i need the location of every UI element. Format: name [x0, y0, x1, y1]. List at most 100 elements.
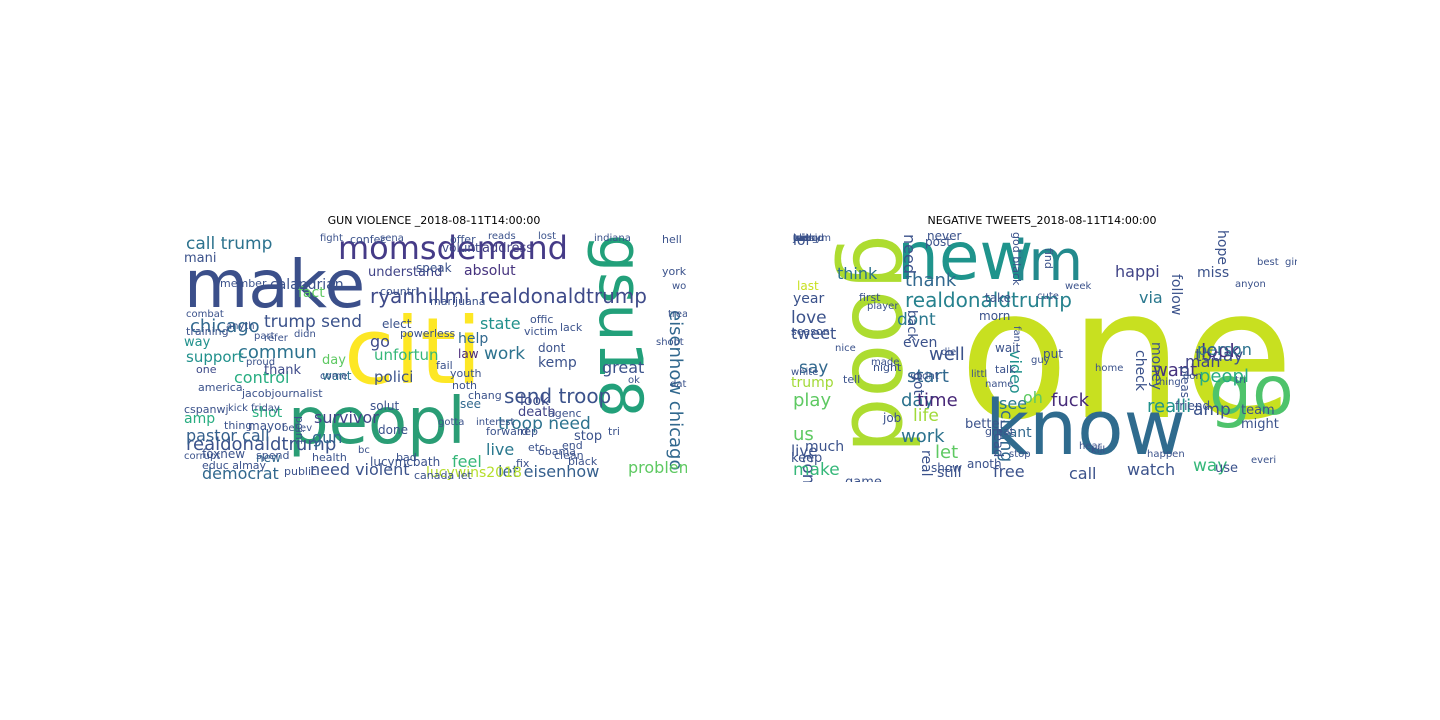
wordcloud-word: chang [468, 389, 502, 402]
wordcloud-word: via [1139, 288, 1163, 307]
wordcloud-image: make citi peopl gsu18 momsdemand ryanhillmi re… [182, 230, 687, 482]
wordcloud-word: stop [574, 429, 603, 444]
wordcloud-word: follow [1168, 274, 1184, 316]
wordcloud-word: team [1241, 403, 1275, 418]
wordcloud-word: spend [256, 449, 290, 462]
wordcloud-word: call [1069, 464, 1097, 482]
wordcloud-word: training [186, 325, 229, 338]
wordcloud-word: treat [668, 309, 687, 320]
wordcloud-word: tri [608, 425, 620, 438]
wordcloud-word: work [901, 426, 945, 447]
wordcloud-word: year [793, 291, 825, 307]
wordcloud-word: way [184, 335, 211, 350]
wordcloud-word: find [1042, 248, 1055, 269]
wordcloud-word: look [520, 393, 550, 409]
wordcloud-word: im [1013, 230, 1084, 294]
wordcloud-word: speak [416, 261, 452, 275]
wordcloud-word: white [791, 367, 819, 378]
wordcloud-word: fail [436, 359, 453, 372]
wordcloud-word: call trump [186, 234, 273, 254]
wordcloud-word: calandrian [270, 277, 344, 293]
wordcloud-word: let [935, 442, 959, 463]
wordcloud-word: work [484, 344, 526, 364]
wordcloud-word: last [797, 279, 819, 293]
wordcloud-word: great [985, 425, 1015, 438]
wordcloud-word: life [913, 406, 939, 426]
wordcloud-word: foxnew [202, 447, 246, 461]
wordcloud-word: bc [358, 445, 370, 456]
wordcloud-word: send troop [504, 384, 612, 408]
wordcloud-word: post [925, 235, 951, 249]
wordcloud-word: indiana [594, 233, 631, 244]
wordcloud-word: pastor call [186, 426, 270, 445]
wordcloud-word: volunt [442, 241, 480, 255]
wordcloud-word: state [480, 314, 521, 333]
wordcloud-word: data [670, 379, 687, 390]
wordcloud-word: game [845, 476, 882, 482]
wordcloud-word: well [929, 344, 965, 365]
wordcloud-word: god black [1010, 232, 1023, 286]
wordcloud-word: gun [312, 428, 343, 447]
wordcloud-word: time [917, 390, 958, 411]
wordcloud-word: girl [1285, 257, 1297, 268]
wordcloud-word: problem [628, 458, 687, 477]
wordcloud-word: powerless [400, 327, 456, 340]
wordcloud-word: tweet [791, 324, 837, 343]
wordcloud-word: canada let [414, 469, 472, 482]
wordcloud-word: word [672, 281, 687, 292]
wordcloud-word: lol [793, 233, 810, 249]
wordcloud-word: confec [350, 233, 387, 246]
wordcloud-word: use [1215, 461, 1239, 476]
wordcloud-word: person [1197, 340, 1252, 359]
wordcloud-word: best [1257, 257, 1279, 268]
wordcloud-word: done [378, 423, 408, 437]
wordcloud-word: rep [520, 425, 539, 438]
wordcloud-word: hell [662, 233, 682, 246]
wordcloud-word: bad [396, 451, 417, 464]
wordcloud-word: black [568, 455, 598, 468]
wordcloud-word: go [1209, 352, 1294, 431]
wordcloud-word: ryanhillmi [370, 284, 470, 308]
wordcloud-word: tri [1235, 375, 1246, 386]
wordcloud-word: put [1043, 347, 1063, 361]
wordcloud-word: wait [995, 341, 1021, 355]
wordcloud-word: control [234, 368, 290, 387]
wordcloud-word: anoth [967, 457, 1002, 471]
wordcloud-word: show [931, 461, 963, 475]
wordcloud-word: talk [995, 363, 1016, 376]
wordcloud-word: understand [368, 265, 443, 280]
wordcloud-word: start [907, 366, 949, 387]
wordcloud-word: never [927, 230, 962, 243]
wordcloud-word: might [1241, 417, 1279, 432]
wordcloud-word: realdonaldtrump [905, 288, 1072, 312]
wordcloud-word: anyon [1235, 279, 1266, 290]
wordcloud-word: thank [264, 363, 302, 378]
wordcloud-word: elect [382, 317, 412, 331]
wordcloud-word: happen [1147, 449, 1185, 460]
wordcloud-word: today [1195, 346, 1244, 366]
wordcloud-word: much [805, 439, 845, 455]
wordcloud-word: everym [793, 233, 831, 244]
wordcloud-word: lucywins2018 [426, 465, 522, 481]
wordcloud-word: victim [524, 325, 558, 338]
wordcloud-word: nice [835, 343, 856, 354]
wordcloud-word: citi [344, 298, 482, 405]
wordcloud-word: cspanwj [184, 403, 229, 416]
wordcloud-word: realdonaldtrump [186, 434, 337, 455]
wordcloud-word: ok [628, 375, 640, 386]
wordcloud-word: need violent [310, 460, 410, 479]
wordcloud-word: come [320, 371, 348, 382]
wordcloud-word: jacobjournalist [242, 387, 323, 400]
wordcloud-word: night [873, 361, 902, 374]
wordcloud-word: still [937, 465, 962, 481]
wordcloud-word: happi [1115, 262, 1160, 281]
wordcloud-word: new [897, 230, 1034, 295]
wordcloud-word: amp [1193, 400, 1231, 420]
wordcloud-word: thing [224, 419, 253, 432]
wordcloud-word: great [602, 358, 645, 377]
wordcloud-word: two [793, 233, 812, 244]
wordcloud-word: interest [476, 417, 515, 428]
wordcloud-word: join [793, 233, 812, 244]
wordcloud-word: dont [897, 310, 936, 330]
wordcloud-word: realli [1147, 396, 1192, 417]
